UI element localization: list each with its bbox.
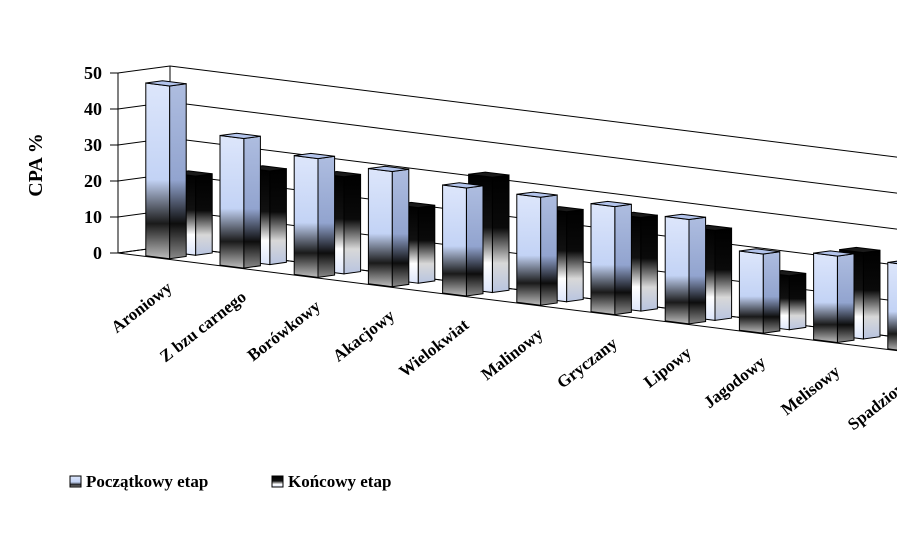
x-tick-label: Malinowy bbox=[478, 324, 547, 384]
legend-item: Początkowy etap bbox=[69, 472, 208, 491]
y-tick-label: 20 bbox=[84, 171, 102, 191]
legend-swatch bbox=[69, 475, 82, 488]
x-tick-label: Spadziowy bbox=[844, 370, 897, 434]
bar-poczatkowy bbox=[887, 260, 897, 351]
bar-poczatkowy bbox=[590, 200, 632, 316]
x-tick-label: Aroniowy bbox=[108, 277, 176, 336]
bar-poczatkowy bbox=[813, 250, 855, 344]
bars-layer bbox=[145, 80, 897, 351]
y-tick-label: 30 bbox=[84, 135, 102, 155]
gridline bbox=[169, 101, 897, 194]
x-tick-label: Jagodowy bbox=[700, 352, 769, 412]
x-tick-label: Wielokwiat bbox=[395, 315, 472, 381]
legend-label: Początkowy etap bbox=[86, 472, 208, 491]
bar-poczatkowy bbox=[738, 248, 781, 334]
legend-swatch bbox=[271, 475, 284, 488]
bar-poczatkowy bbox=[219, 132, 261, 269]
bar-poczatkowy bbox=[516, 191, 558, 306]
y-tick-label: 40 bbox=[84, 99, 102, 119]
legend-item: Końcowy etap bbox=[271, 472, 391, 491]
legend: Początkowy etap Końcowy etap bbox=[69, 472, 391, 491]
legend-label: Końcowy etap bbox=[288, 472, 391, 491]
x-tick-label: Gryczany bbox=[553, 333, 621, 392]
x-tick-label: Z bzu carnego bbox=[156, 287, 250, 366]
y-tick-label: 10 bbox=[84, 207, 102, 227]
side-gridline bbox=[117, 65, 171, 74]
bar-poczatkowy bbox=[293, 152, 336, 278]
axis-layer: 0 10 20 30 40 50 bbox=[84, 63, 897, 352]
y-axis-label: CPA % bbox=[25, 133, 47, 197]
y-tick-label: 0 bbox=[93, 243, 102, 263]
bar-poczatkowy bbox=[145, 80, 187, 260]
x-tick-label: Melisowy bbox=[777, 361, 843, 419]
y-tick-label: 50 bbox=[84, 63, 102, 83]
x-tick-label: Akacjowy bbox=[329, 305, 398, 365]
bar-poczatkowy bbox=[442, 182, 484, 297]
bar-poczatkowy bbox=[664, 213, 707, 325]
x-tick-label: Lipowy bbox=[640, 343, 695, 392]
bar-poczatkowy bbox=[367, 165, 410, 288]
x-tick-label: Borówkowy bbox=[244, 296, 325, 365]
gridline bbox=[169, 65, 897, 158]
